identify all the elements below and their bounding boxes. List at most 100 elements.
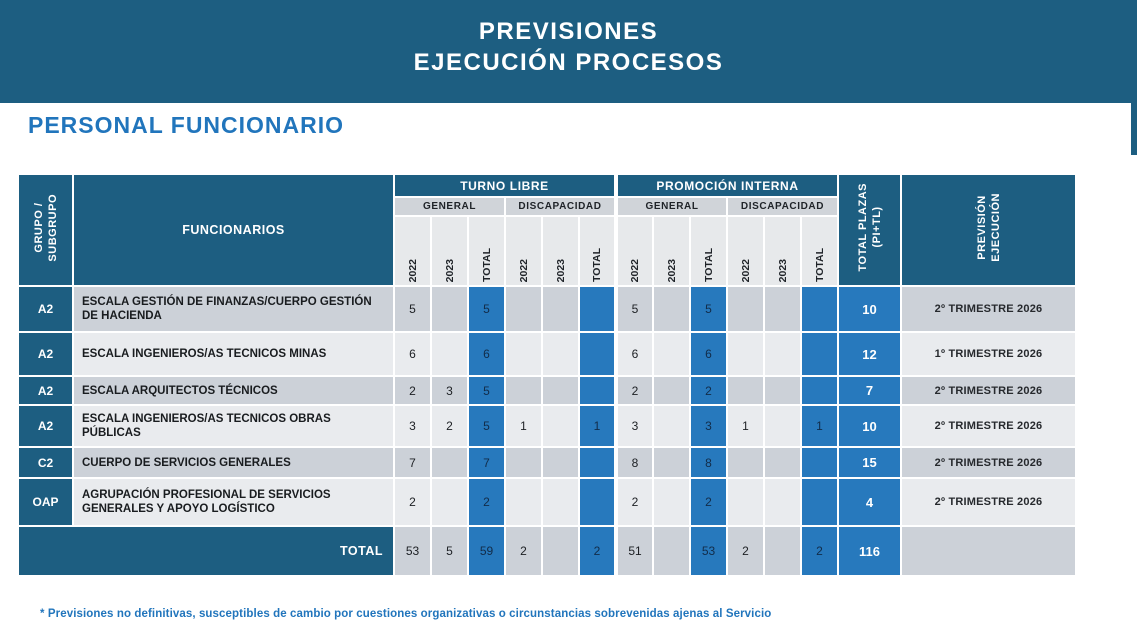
value-cell <box>800 477 839 527</box>
value-cell: 5 <box>467 285 506 333</box>
year-col-header: 2023 <box>763 215 802 287</box>
value-cell <box>578 331 617 377</box>
funcionario-name-cell: ESCALA ARQUITECTOS TÉCNICOS <box>72 375 395 406</box>
value-cell: 6 <box>393 331 432 377</box>
value-cell: 1 <box>726 404 765 448</box>
year-col-header: 2023 <box>541 215 580 287</box>
table-row: A2 ESCALA GESTIÓN DE FINANZAS/CUERPO GEST… <box>17 285 1077 333</box>
grupo-cell: OAP <box>17 477 74 527</box>
value-cell: 2 <box>614 375 654 406</box>
banner-title-line1: PREVISIONES <box>478 17 659 45</box>
year-col-header: TOTAL <box>800 215 839 287</box>
funcionario-name-cell: ESCALA INGENIEROS/AS TECNICOS OBRAS PÚBL… <box>72 404 395 448</box>
value-cell <box>504 331 543 377</box>
value-cell: 6 <box>689 331 728 377</box>
total-prevision-cell <box>900 525 1077 577</box>
year-col-label: 2022 <box>517 258 530 282</box>
year-col-header: 2023 <box>430 215 469 287</box>
value-cell: 2 <box>689 375 728 406</box>
header-row-groups: GRUPO / SUBGRUPO FUNCIONARIOS TURNO LIBR… <box>17 173 1077 287</box>
value-cell: 3 <box>689 404 728 448</box>
total-plazas-cell: 7 <box>837 375 902 406</box>
year-col-label: 2022 <box>739 258 752 282</box>
total-value-cell: 53 <box>393 525 432 577</box>
value-cell <box>726 285 765 333</box>
value-cell: 5 <box>467 404 506 448</box>
funcionario-name-cell: CUERPO DE SERVICIOS GENERALES <box>72 446 395 479</box>
value-cell <box>652 446 691 479</box>
value-cell: 2 <box>430 404 469 448</box>
table-row: A2 ESCALA INGENIEROS/AS TECNICOS OBRAS PÚ… <box>17 404 1077 448</box>
total-plazas-cell: 10 <box>837 285 902 333</box>
value-cell: 3 <box>614 404 654 448</box>
previsiones-table: GRUPO / SUBGRUPO FUNCIONARIOS TURNO LIBR… <box>17 173 1077 577</box>
year-col-label: TOTAL <box>813 247 826 282</box>
value-cell <box>763 446 802 479</box>
total-value-cell <box>541 525 580 577</box>
header-row-years: 2022 2023 TOTAL 2022 2023 TOTAL 2022 2023 TOTAL 2… <box>18 215 1076 287</box>
value-cell: 5 <box>467 375 506 406</box>
value-cell <box>504 446 543 479</box>
value-cell <box>763 477 802 527</box>
col-header-grupo-subgrupo: GRUPO / SUBGRUPO <box>17 173 74 287</box>
total-value-cell: 51 <box>614 525 654 577</box>
value-cell <box>541 285 580 333</box>
value-cell: 2 <box>689 477 728 527</box>
year-col-header: 2022 <box>726 215 765 287</box>
value-cell <box>800 446 839 479</box>
value-cell: 2 <box>614 477 654 527</box>
footnote: * Previsiones no definitivas, susceptibl… <box>40 608 772 620</box>
value-cell: 2 <box>393 477 432 527</box>
sub-group-header: GENERAL <box>393 196 506 217</box>
value-cell <box>541 404 580 448</box>
grupo-cell: A2 <box>17 285 74 333</box>
col-group-turno-libre: TURNO LIBRE <box>393 173 617 198</box>
year-col-header: 2023 <box>652 215 691 287</box>
table-row: OAP AGRUPACIÓN PROFESIONAL DE SERVICIOS G… <box>17 477 1077 527</box>
prevision-ejecucion-label: PREVISIÓN EJECUCIÓN <box>975 193 1002 262</box>
value-cell: 6 <box>614 331 654 377</box>
value-cell: 1 <box>800 404 839 448</box>
grupo-cell: A2 <box>17 375 74 406</box>
total-value-cell: 2 <box>504 525 543 577</box>
value-cell <box>541 477 580 527</box>
prevision-cell: 2º TRIMESTRE 2026 <box>900 404 1077 448</box>
slide-header-banner: PREVISIONES EJECUCIÓN PROCESOS <box>0 0 1137 103</box>
sub-group-header: GENERAL <box>614 196 728 217</box>
grupo-cell: A2 <box>17 404 74 448</box>
header-row-subgroups: GENERAL DISCAPACIDAD GENERAL DISCAPACIDAD <box>18 196 1076 217</box>
total-plazas-cell: 4 <box>837 477 902 527</box>
funcionario-name-cell: ESCALA INGENIEROS/AS TECNICOS MINAS <box>72 331 395 377</box>
total-row-label: TOTAL <box>17 525 395 577</box>
table-row: C2 CUERPO DE SERVICIOS GENERALES 7 7 8 8 15 2º … <box>17 446 1077 479</box>
value-cell <box>726 331 765 377</box>
value-cell: 2 <box>393 375 432 406</box>
grupo-cell: A2 <box>17 331 74 377</box>
value-cell: 8 <box>689 446 728 479</box>
year-col-label: 2022 <box>629 258 641 282</box>
year-col-header: TOTAL <box>689 215 728 287</box>
value-cell <box>504 285 543 333</box>
value-cell <box>800 285 839 333</box>
total-plazas-cell: 15 <box>837 446 902 479</box>
col-group-promocion-interna: PROMOCIÓN INTERNA <box>614 173 839 198</box>
value-cell <box>430 477 469 527</box>
value-cell <box>578 375 617 406</box>
value-cell <box>726 477 765 527</box>
year-col-header: TOTAL <box>467 215 506 287</box>
prevision-cell: 2º TRIMESTRE 2026 <box>900 375 1077 406</box>
value-cell: 3 <box>430 375 469 406</box>
value-cell <box>541 331 580 377</box>
year-col-label: 2023 <box>776 258 789 282</box>
year-col-label: 2023 <box>665 258 678 282</box>
total-value-cell: 2 <box>726 525 765 577</box>
value-cell <box>652 477 691 527</box>
value-cell <box>763 285 802 333</box>
value-cell: 3 <box>393 404 432 448</box>
total-plazas-cell: 12 <box>837 331 902 377</box>
value-cell <box>430 446 469 479</box>
year-col-label: TOTAL <box>591 247 603 282</box>
funcionario-name-cell: AGRUPACIÓN PROFESIONAL DE SERVICIOS GENE… <box>72 477 395 527</box>
year-col-header: 2022 <box>393 215 432 287</box>
value-cell: 8 <box>614 446 654 479</box>
